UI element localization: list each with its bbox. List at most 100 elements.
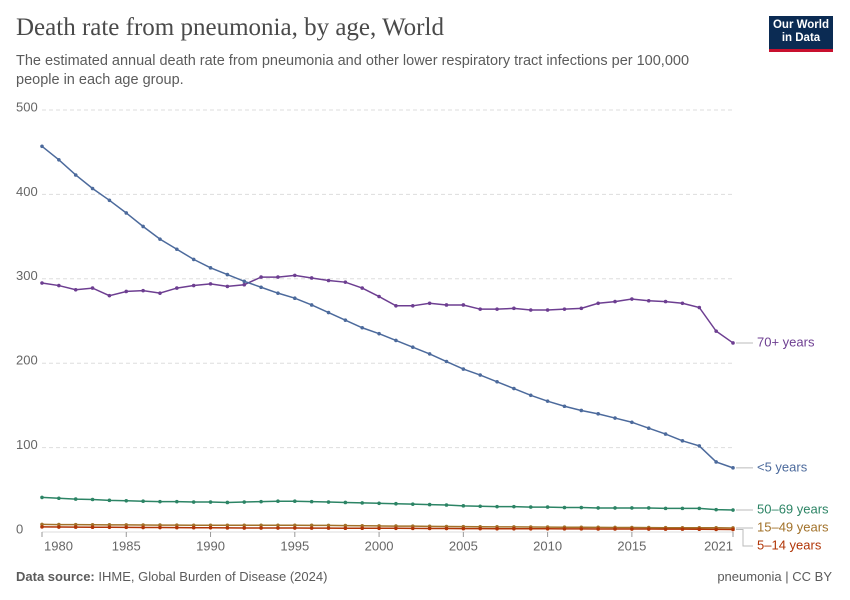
data-point: [731, 527, 735, 532]
data-point: [343, 526, 348, 531]
data-point: [495, 526, 499, 531]
data-point: [57, 525, 61, 529]
data-point: [528, 505, 533, 509]
data-point: [562, 404, 567, 409]
legend-label: 15–49 years: [757, 519, 829, 534]
data-point: [107, 525, 112, 530]
data-point: [343, 523, 348, 528]
data-point: [107, 198, 112, 203]
data-point: [680, 506, 685, 511]
data-point: [309, 526, 314, 530]
data-point: [394, 338, 398, 343]
data-point: [731, 341, 735, 345]
data-point: [461, 303, 466, 307]
data-point: [242, 523, 247, 528]
data-point: [343, 318, 348, 322]
data-point: [158, 525, 162, 530]
data-point: [596, 527, 600, 531]
data-point: [545, 399, 550, 403]
data-point: [579, 505, 584, 510]
data-point: [613, 506, 617, 510]
series-line: [41, 274, 734, 344]
data-point: [208, 523, 213, 528]
data-point: [697, 444, 702, 448]
data-point: [545, 505, 550, 509]
data-point: [124, 498, 129, 503]
logo[interactable]: Our World in Data: [769, 16, 833, 52]
data-point: [562, 527, 567, 531]
data-point: [191, 525, 196, 530]
footer-license[interactable]: pneumonia | CC BY: [717, 569, 832, 584]
data-point: [208, 525, 213, 530]
data-point: [394, 501, 398, 506]
data-point: [40, 522, 44, 527]
data-point: [427, 502, 432, 507]
data-point: [293, 273, 297, 278]
data-point: [259, 499, 263, 504]
data-point: [326, 500, 331, 504]
data-point: [545, 526, 550, 531]
data-point: [562, 307, 567, 311]
data-point: [663, 432, 668, 436]
data-point: [293, 526, 297, 530]
data-point: [242, 279, 247, 284]
data-point: [714, 527, 718, 532]
data-point: [309, 303, 314, 307]
data-point: [107, 498, 112, 503]
data-point: [242, 526, 247, 530]
data-point: [410, 304, 415, 308]
data-point: [276, 523, 280, 528]
data-point: [225, 526, 230, 530]
data-point: [175, 247, 179, 252]
data-point: [427, 352, 432, 356]
data-point: [107, 293, 112, 298]
data-point: [646, 298, 651, 303]
data-point: [512, 504, 516, 509]
data-point: [191, 283, 196, 288]
legend-label: 70+ years: [757, 334, 815, 349]
data-point: [225, 500, 230, 505]
data-point: [124, 525, 129, 530]
data-point: [259, 285, 263, 290]
data-point: [326, 526, 331, 530]
x-tick-label: 2015: [617, 538, 646, 553]
data-point: [40, 144, 44, 149]
data-point: [495, 379, 499, 384]
data-point: [512, 526, 516, 531]
data-point: [225, 272, 230, 277]
data-point: [596, 301, 600, 306]
data-point: [697, 527, 702, 532]
data-point: [259, 523, 263, 528]
y-tick-label: 200: [16, 353, 38, 368]
series-line: [41, 526, 734, 531]
data-point: [630, 297, 634, 301]
data-point: [545, 308, 550, 312]
data-point: [309, 276, 314, 280]
data-point: [697, 506, 702, 511]
data-point: [630, 420, 634, 425]
data-point: [646, 506, 651, 510]
y-tick-label: 0: [16, 521, 23, 536]
data-point: [562, 505, 567, 510]
data-point: [714, 329, 718, 333]
data-point: [141, 499, 145, 503]
data-point: [360, 325, 365, 330]
data-point: [158, 499, 162, 504]
data-point: [697, 305, 702, 310]
x-tick-label: 1985: [112, 538, 141, 553]
source-label: Data source:: [16, 569, 95, 584]
data-point: [191, 257, 196, 262]
data-point: [427, 301, 432, 306]
data-point: [57, 283, 61, 288]
data-point: [394, 304, 398, 308]
x-tick-label: 2005: [449, 538, 478, 553]
data-point: [293, 296, 297, 301]
data-point: [158, 237, 162, 241]
data-point: [90, 497, 95, 502]
data-point: [276, 499, 280, 503]
data-point: [613, 299, 617, 304]
data-point: [259, 275, 263, 279]
legend-label: <5 years: [757, 459, 808, 474]
